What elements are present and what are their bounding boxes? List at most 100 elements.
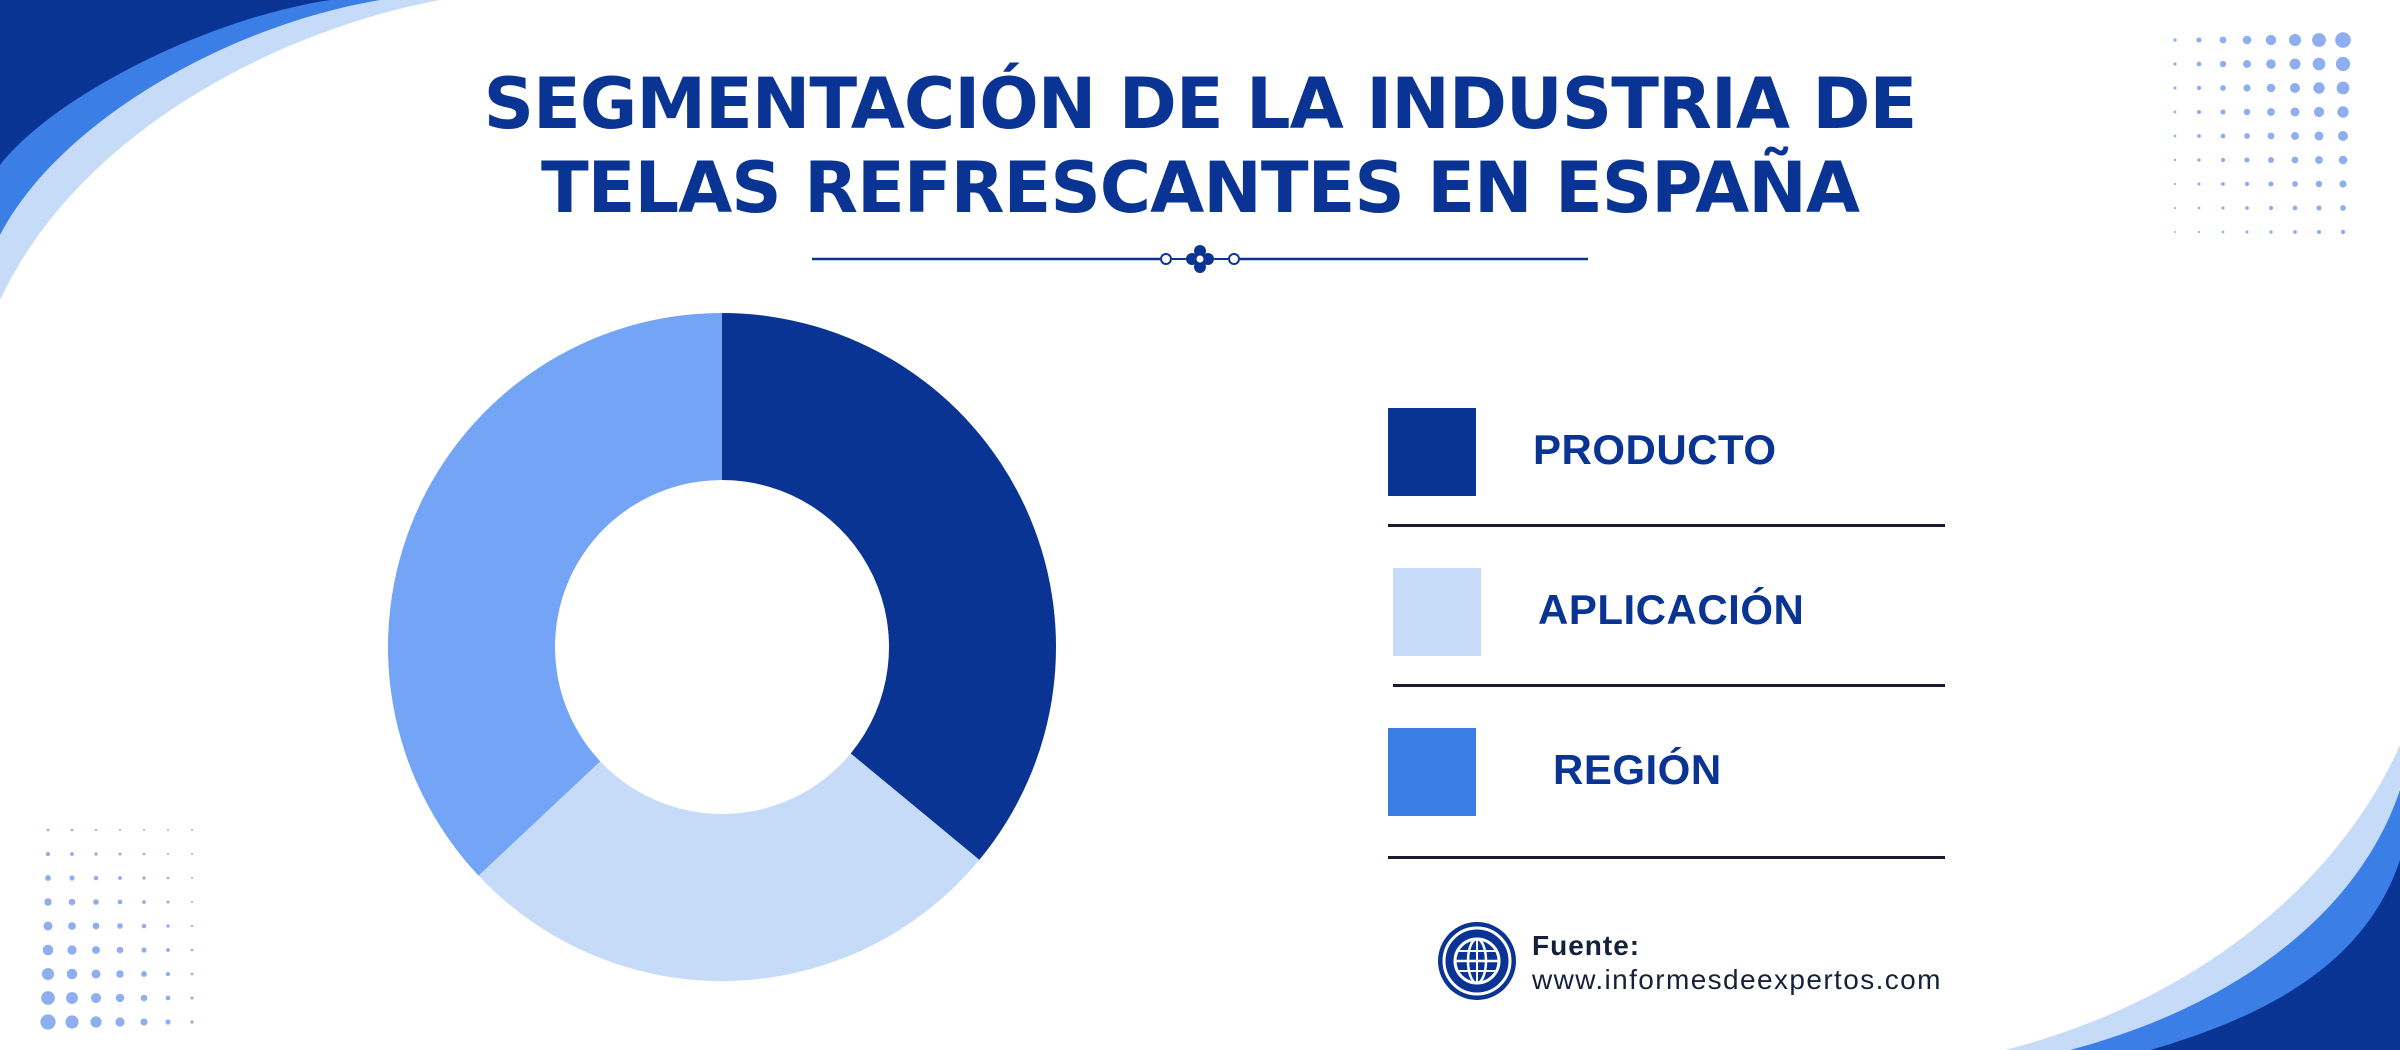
decorative-dot xyxy=(191,853,193,855)
decorative-dot xyxy=(166,948,170,952)
decorative-dot xyxy=(40,1014,56,1030)
legend-label-producto: PRODUCTO xyxy=(1533,426,1777,473)
decorative-dot xyxy=(2244,133,2250,139)
bottom-right-wave xyxy=(2005,745,2400,1050)
decorative-dot xyxy=(141,923,147,929)
decorative-dot xyxy=(2335,56,2351,72)
decorative-dot xyxy=(41,967,55,981)
decorative-dot xyxy=(46,828,50,832)
decorative-dot xyxy=(2219,60,2227,68)
decorative-dot xyxy=(190,948,194,952)
decorative-dot xyxy=(91,969,101,979)
decorative-dot xyxy=(2197,158,2201,162)
legend-item-aplicacion: APLICACIÓN xyxy=(1393,560,1948,720)
chart-legend: PRODUCTO APLICACIÓN REGIÓN xyxy=(1388,400,1948,880)
decorative-dot xyxy=(70,852,74,856)
decorative-dot xyxy=(2288,33,2302,47)
decorative-dot xyxy=(190,972,194,976)
decorative-dot xyxy=(45,851,51,857)
decorative-dot xyxy=(115,1017,125,1027)
decorative-dot xyxy=(2221,206,2225,210)
legend-swatch-producto xyxy=(1388,408,1476,496)
decorative-dot xyxy=(2312,33,2326,47)
decorative-dot xyxy=(2313,106,2325,118)
decorative-dot xyxy=(2316,205,2322,211)
decorative-dot xyxy=(2173,158,2177,162)
decorative-dot xyxy=(2315,180,2323,188)
decorative-dot xyxy=(2269,230,2273,234)
decorative-dot xyxy=(2173,206,2177,210)
decorative-dot xyxy=(2244,157,2250,163)
decorative-dot xyxy=(2245,206,2249,210)
source-url-link[interactable]: www.informesdeexpertos.com xyxy=(1532,964,1942,995)
decorative-dot xyxy=(2196,61,2202,67)
decorative-dot xyxy=(2220,109,2226,115)
bottom-left-dot-pattern xyxy=(40,828,194,1030)
decorative-dot xyxy=(2244,181,2250,187)
decorative-dot xyxy=(143,829,145,831)
decorative-dot xyxy=(2196,85,2202,91)
decorative-dot xyxy=(2315,156,2323,164)
top-left-wave xyxy=(0,0,440,300)
decorative-dot xyxy=(2336,81,2350,95)
decorative-dot xyxy=(66,992,78,1004)
decorative-dot xyxy=(2243,108,2251,116)
decorative-dot xyxy=(93,899,99,905)
decorative-dot xyxy=(117,899,123,905)
decorative-dot xyxy=(2268,181,2274,187)
decorative-dot xyxy=(190,996,194,1000)
decorative-dot xyxy=(2243,84,2251,92)
legend-item-region: REGIÓN xyxy=(1388,720,1948,880)
decorative-dot xyxy=(2314,131,2324,141)
decorative-dot xyxy=(165,1019,171,1025)
decorative-dot xyxy=(142,876,146,880)
decorative-dot xyxy=(166,876,170,880)
decorative-dot xyxy=(2173,182,2177,186)
decorative-dot xyxy=(68,898,76,906)
decorative-dot xyxy=(191,877,193,879)
decorative-dot xyxy=(2267,108,2275,116)
decorative-dot xyxy=(2267,132,2275,140)
decorative-dot xyxy=(2338,131,2348,141)
decorative-dot xyxy=(70,828,74,832)
decorative-dot xyxy=(140,1018,148,1026)
decorative-dot xyxy=(2220,85,2226,91)
donut-slice-aplicacion xyxy=(478,753,980,982)
legend-divider xyxy=(1388,524,1945,527)
legend-item-producto: PRODUCTO xyxy=(1388,400,1948,560)
decorative-dot xyxy=(44,898,52,906)
decorative-dot xyxy=(165,971,171,977)
decorative-dot xyxy=(2197,182,2201,186)
decorative-dot xyxy=(2173,110,2177,114)
decorative-dot xyxy=(116,946,124,954)
decorative-dot xyxy=(2243,60,2251,68)
decorative-dot xyxy=(2265,34,2277,46)
legend-swatch-aplicacion xyxy=(1393,568,1481,656)
decorative-dot xyxy=(2292,205,2298,211)
source-label: Fuente: xyxy=(1532,930,1641,961)
decorative-dot xyxy=(141,947,147,953)
decorative-dot xyxy=(117,923,123,929)
decorative-dot xyxy=(142,852,146,856)
decorative-dot xyxy=(41,991,55,1005)
donut-slice-producto xyxy=(722,313,1056,860)
decorative-dot xyxy=(2196,37,2202,43)
decorative-dot xyxy=(2266,59,2276,69)
decorative-dot xyxy=(2292,181,2298,187)
decorative-dot xyxy=(2312,57,2326,71)
decorative-dot xyxy=(167,829,169,831)
decorative-dot xyxy=(67,945,77,955)
decorative-dot xyxy=(68,922,76,930)
decorative-dot xyxy=(43,921,53,931)
decorative-dot xyxy=(2220,157,2226,163)
decorative-dot xyxy=(92,922,100,930)
title-line-2: TELAS REFRESCANTES EN ESPAÑA xyxy=(540,147,1860,229)
decorative-dot xyxy=(2268,205,2274,211)
flower-ornament-icon xyxy=(1186,245,1214,273)
decorative-dot xyxy=(2242,35,2252,45)
decorative-dot xyxy=(166,852,170,856)
donut-slice-region xyxy=(388,313,722,876)
decorative-dot xyxy=(2290,107,2300,117)
title-divider xyxy=(812,245,1588,273)
